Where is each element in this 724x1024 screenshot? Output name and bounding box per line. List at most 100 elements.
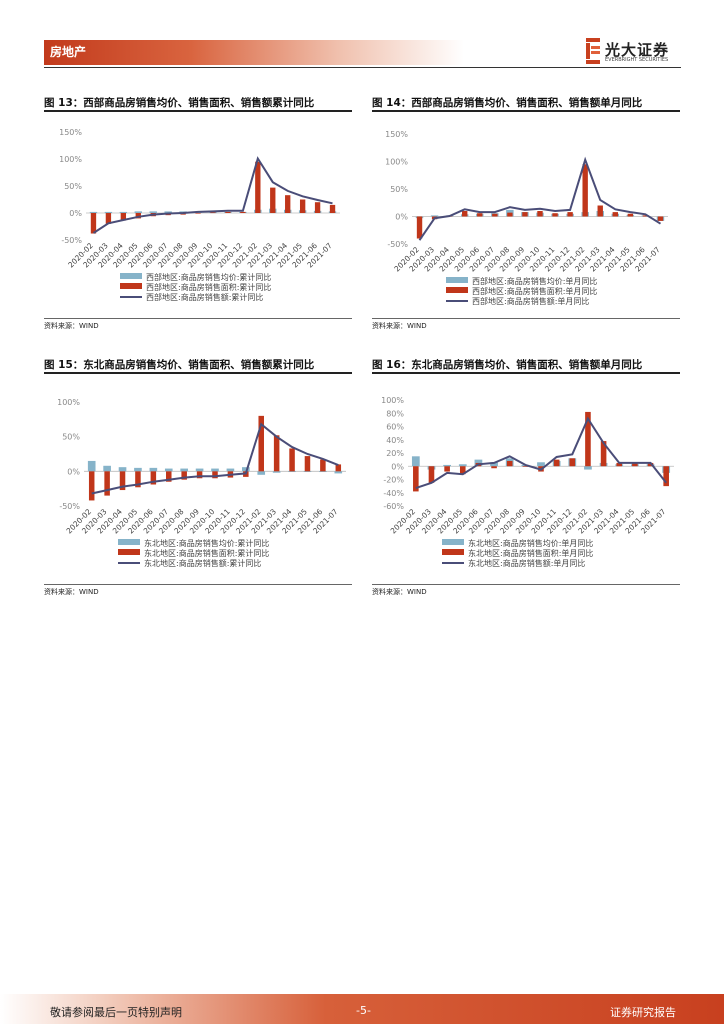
bar-area xyxy=(647,462,654,467)
bar-area xyxy=(329,204,336,213)
y-tick-label: 0% xyxy=(391,462,404,471)
y-tick-label: 50% xyxy=(64,182,82,191)
figure-14-chart: -50%0%50%100%150%2020-022020-032020-0420… xyxy=(385,130,668,306)
bar-area xyxy=(135,471,141,488)
bar-price xyxy=(319,471,327,473)
bar-area xyxy=(314,202,321,213)
bar-area xyxy=(104,471,110,496)
figure-15-chart: -50%0%50%100%2020-022020-032020-042020-0… xyxy=(57,398,346,568)
logo-text-en: EVERBRIGHT SECURITIES xyxy=(605,57,669,63)
bar-area xyxy=(569,458,576,467)
legend-swatch-bar xyxy=(442,539,464,545)
legend-label: 西部地区:商品房销售额:单月同比 xyxy=(472,296,589,306)
bar-area xyxy=(462,211,468,217)
bar-area xyxy=(444,466,450,472)
figure-13-bottom-rule xyxy=(44,318,352,319)
bar-area xyxy=(166,471,172,482)
legend-label: 东北地区:商品房销售面积:单月同比 xyxy=(468,548,593,558)
bar-area xyxy=(537,211,543,217)
bar-area xyxy=(553,459,560,467)
legend-label: 东北地区:商品房销售面积:累计同比 xyxy=(144,548,269,558)
bar-area xyxy=(195,213,201,214)
bar-area xyxy=(90,213,97,234)
bar-area xyxy=(657,216,664,221)
y-tick-label: 0% xyxy=(69,209,82,218)
bar-area xyxy=(491,466,497,469)
legend-swatch-bar xyxy=(118,539,140,545)
figure-13-title: 图 13：西部商品房销售均价、销售面积、销售额累计同比 xyxy=(44,97,315,109)
bar-price xyxy=(104,211,113,213)
line-sales-amount xyxy=(91,422,339,495)
bar-area xyxy=(285,195,291,213)
bar-price xyxy=(272,471,281,473)
line-sales-amount xyxy=(418,156,662,241)
bar-area xyxy=(567,212,573,217)
figure-13-chart: -50%0%50%100%150%2020-022020-032020-0420… xyxy=(59,128,340,302)
logo-mark-icon xyxy=(586,38,600,64)
bar-price xyxy=(134,211,142,213)
y-tick-label: -60% xyxy=(383,502,404,511)
bar-area xyxy=(210,212,216,214)
bar-area xyxy=(299,199,306,213)
legend-label: 西部地区:商品房销售面积:累计同比 xyxy=(146,282,271,292)
y-tick-label: -40% xyxy=(383,489,404,498)
header-band xyxy=(44,40,464,65)
bar-price xyxy=(537,462,545,467)
figure-16-title: 图 16：东北商品房销售均价、销售面积、销售额单月同比 xyxy=(372,359,643,371)
y-tick-label: 100% xyxy=(385,158,408,167)
bar-price xyxy=(430,215,439,217)
legend-swatch-bar xyxy=(446,277,468,283)
bar-price xyxy=(209,211,217,213)
bar-area xyxy=(597,205,603,217)
bar-area xyxy=(120,213,127,221)
bar-area xyxy=(320,459,326,472)
bar-area xyxy=(416,216,423,239)
bar-area xyxy=(627,213,634,217)
bar-area xyxy=(506,460,513,467)
bar-price xyxy=(119,211,128,213)
line-sales-amount xyxy=(415,416,667,490)
y-tick-label: 100% xyxy=(381,396,404,405)
bar-price xyxy=(89,211,98,213)
bar-area xyxy=(135,213,141,219)
legend-swatch-bar xyxy=(446,287,468,293)
bar-area xyxy=(585,411,591,467)
bar-price xyxy=(180,468,188,472)
bar-area xyxy=(289,448,295,472)
bar-area xyxy=(522,212,528,217)
y-tick-label: 150% xyxy=(59,128,82,137)
bar-area xyxy=(413,466,419,492)
legend-swatch-bar xyxy=(118,549,140,555)
legend-label: 西部地区:商品房销售面积:单月同比 xyxy=(472,286,597,296)
bar-area xyxy=(552,213,558,217)
y-tick-label: -50% xyxy=(59,502,80,511)
figure-14-bottom-rule xyxy=(372,318,680,319)
line-sales-amount xyxy=(92,156,333,234)
bar-area xyxy=(212,471,218,479)
y-tick-label: 50% xyxy=(62,433,80,442)
y-tick-label: -20% xyxy=(383,476,404,485)
bar-price xyxy=(443,464,451,467)
bar-price xyxy=(149,467,158,472)
footer-band xyxy=(0,994,724,1024)
bar-area xyxy=(255,161,261,213)
legend-label: 东北地区:商品房销售额:累计同比 xyxy=(144,558,261,568)
y-tick-label: 80% xyxy=(386,409,404,418)
bar-area xyxy=(459,466,466,475)
bar-area xyxy=(616,462,623,467)
bar-area xyxy=(225,211,231,213)
figure-14-title-rule xyxy=(372,110,680,112)
y-tick-label: 50% xyxy=(390,185,408,194)
figure-16-chart: -60%-40%-20%0%20%40%60%80%100%2020-02202… xyxy=(381,396,674,568)
bar-area xyxy=(477,213,483,217)
figure-15-title-rule xyxy=(44,372,352,374)
figure-13-source: 资料来源：WIND xyxy=(44,322,99,330)
figure-14-title: 图 14：西部商品房销售均价、销售面积、销售额单月同比 xyxy=(372,97,643,109)
brand-logo: 光大证券 EVERBRIGHT SECURITIES xyxy=(586,38,686,66)
page-number: -5- xyxy=(356,1004,371,1017)
bar-area xyxy=(88,471,95,501)
legend-swatch-bar xyxy=(442,549,464,555)
legend-label: 西部地区:商品房销售额:累计同比 xyxy=(146,292,263,302)
legend-label: 西部地区:商品房销售均价:单月同比 xyxy=(472,276,597,286)
legend-label: 东北地区:商品房销售额:单月同比 xyxy=(468,558,585,568)
